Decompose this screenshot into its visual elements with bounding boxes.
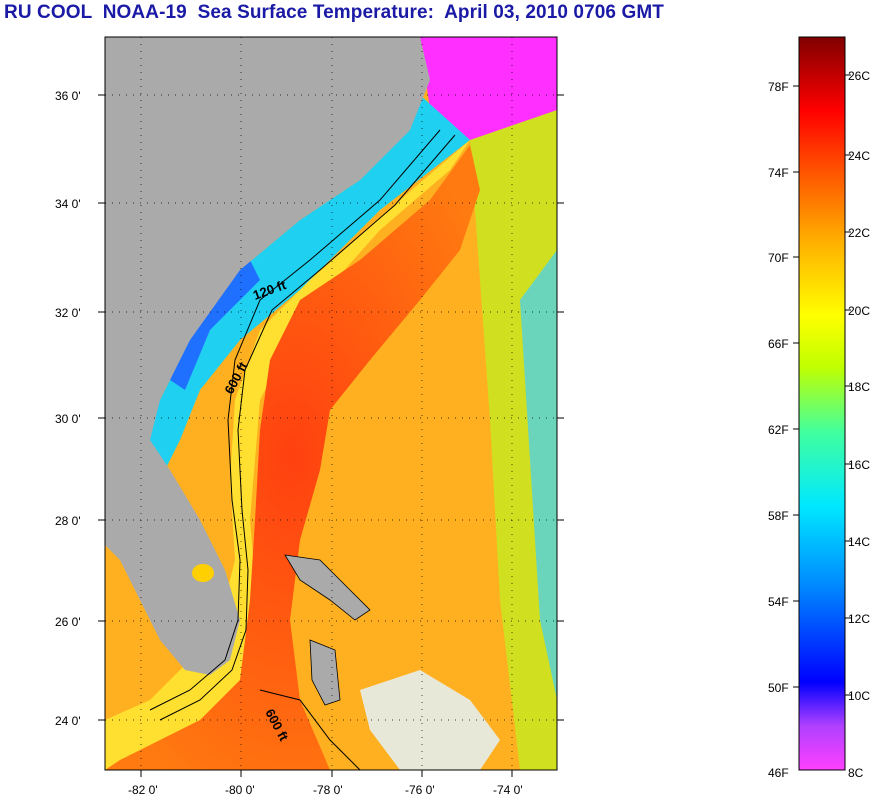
colorbar-f-label: 54F [768,595,789,609]
colorbar-f-label: 50F [768,681,789,695]
lon-label: -74 0' [493,783,523,797]
lat-label: 24 0' [55,714,81,728]
contour-600ft [159,134,456,721]
bahamas-bank [360,670,500,770]
colorbar-c-label: 14C [848,535,870,549]
bahamas-island [309,639,341,706]
lon-label: -80 0' [225,783,255,797]
lat-label: 32 0' [55,306,81,320]
lat-label: 28 0' [55,514,81,528]
offshore-cool-water [470,90,557,770]
lat-label: 34 0' [55,197,81,211]
colorbar-c-label: 12C [848,612,870,626]
colorbar-f-label: 78F [768,80,789,94]
coastal-very-cold-water [170,260,260,390]
gulf-stream [105,145,480,770]
north-cold-water [420,37,557,140]
colorbar-f-label: 62F [768,423,789,437]
map-title: RU COOL NOAA-19 Sea Surface Temperature:… [4,2,664,23]
coastal-cold-water [105,95,470,545]
lat-label: 36 0' [55,89,81,103]
lon-label: -78 0' [313,783,343,797]
colorbar-f-label: 58F [768,509,789,523]
colorbar-c-label: 20C [848,304,870,318]
contour-120ft [149,129,441,711]
colorbar-f-label: 46F [768,766,789,780]
map-frame [104,36,558,771]
lat-label: 30 0' [55,412,81,426]
colorbar-c-label: 8C [848,766,864,780]
bahamas-island [284,554,371,621]
lon-label: -76 0' [405,783,435,797]
colorbar-f-label: 66F [768,337,789,351]
colorbar-c-label: 18C [848,380,870,394]
colorbar-c-label: 22C [848,226,870,240]
colorbar-c-label: 24C [848,149,870,163]
sst-map [105,37,557,770]
offshore-cold-patch [520,250,557,700]
lake-okeechobee [192,564,214,582]
temperature-colorbar: 78F 74F 70F 66F 62F 58F 54F 50F 46F 26C … [768,36,870,780]
colorbar-c-label: 10C [848,689,870,703]
colorbar-c-label: 16C [848,458,870,472]
land-mass [105,37,430,675]
shelf-water [105,140,470,770]
lon-label: -82 0' [128,783,158,797]
axis-ticks [98,94,564,777]
lat-label: 26 0' [55,615,81,629]
colorbar-f-label: 70F [768,251,789,265]
colorbar-f-label: 74F [768,166,789,180]
colorbar-c-label: 26C [848,69,870,83]
colorbar-gradient [798,36,846,771]
